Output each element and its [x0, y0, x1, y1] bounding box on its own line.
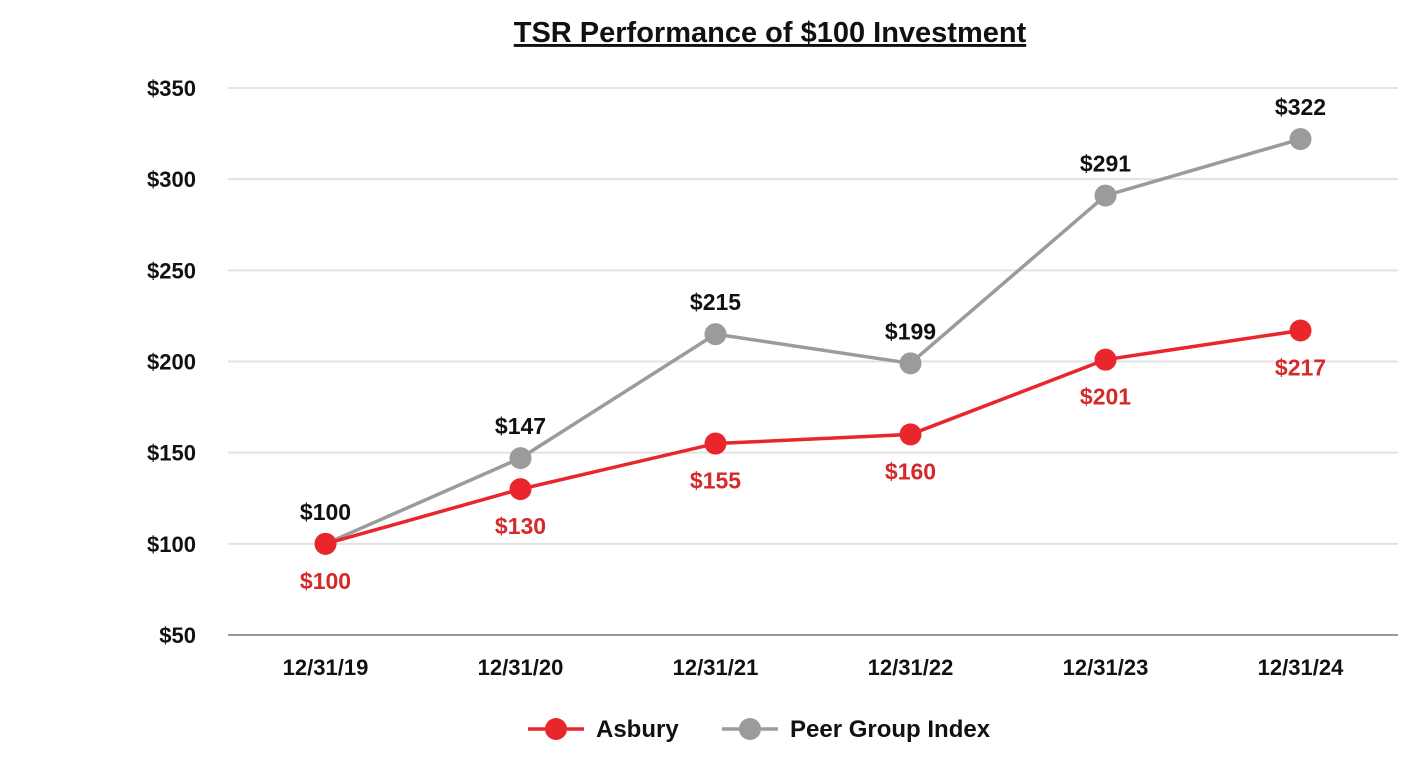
x-tick-label: 12/31/24 [1258, 655, 1344, 680]
data-point-asbury [509, 478, 532, 501]
x-tick-label: 12/31/23 [1063, 655, 1149, 680]
data-label-asbury: $155 [690, 468, 741, 494]
legend: Asbury Peer Group Index [528, 716, 991, 743]
data-point-asbury [704, 432, 727, 455]
x-tick-label: 12/31/21 [673, 655, 759, 680]
legend-label-peer-group-index: Peer Group Index [790, 716, 991, 743]
data-point-peer-group-index [1094, 184, 1117, 207]
data-point-peer-group-index [509, 447, 532, 470]
gridlines [228, 87, 1398, 545]
data-point-peer-group-index [899, 352, 922, 375]
data-label-peer-group-index: $100 [300, 499, 351, 525]
data-point-asbury [899, 423, 922, 446]
y-tick-label: $100 [147, 532, 196, 557]
legend-marker-asbury [545, 718, 567, 740]
series [314, 128, 1312, 555]
data-point-asbury [1094, 348, 1117, 371]
data-label-asbury: $201 [1080, 384, 1131, 410]
y-tick-label: $150 [147, 441, 196, 466]
y-tick-label: $350 [147, 76, 196, 101]
legend-label-asbury: Asbury [596, 716, 679, 743]
data-point-peer-group-index [1289, 128, 1312, 151]
x-tick-label: 12/31/22 [868, 655, 954, 680]
data-point-asbury [314, 532, 337, 555]
x-tick-label: 12/31/19 [283, 655, 369, 680]
y-tick-label: $300 [147, 167, 196, 192]
data-label-asbury: $100 [300, 568, 351, 594]
data-label-peer-group-index: $215 [690, 289, 741, 315]
data-labels: $100 $130 $155 $160 $201 $217 $100 $147 $215 $199… [300, 94, 1326, 594]
series-line-asbury [325, 328, 1301, 546]
data-label-asbury: $130 [495, 513, 546, 539]
data-label-peer-group-index: $147 [495, 413, 546, 439]
data-label-peer-group-index: $291 [1080, 151, 1131, 177]
data-label-peer-group-index: $322 [1275, 94, 1326, 120]
data-label-asbury: $217 [1275, 355, 1326, 381]
y-tick-label: $200 [147, 350, 196, 375]
x-tick-label: 12/31/20 [478, 655, 564, 680]
legend-marker-peer-group-index [739, 718, 761, 740]
y-tick-label: $250 [147, 258, 196, 283]
chart-title: TSR Performance of $100 Investment [514, 17, 1027, 49]
data-point-peer-group-index [704, 323, 727, 346]
data-label-asbury: $160 [885, 458, 936, 484]
data-point-asbury [1289, 319, 1312, 342]
y-tick-label: $50 [159, 623, 196, 648]
data-label-peer-group-index: $199 [885, 318, 936, 344]
series-line-peer-group-index [324, 137, 1301, 546]
axes: $50 $100 $150 $200 $250 $300 $350 12/31/19 12/31… [147, 76, 1398, 680]
